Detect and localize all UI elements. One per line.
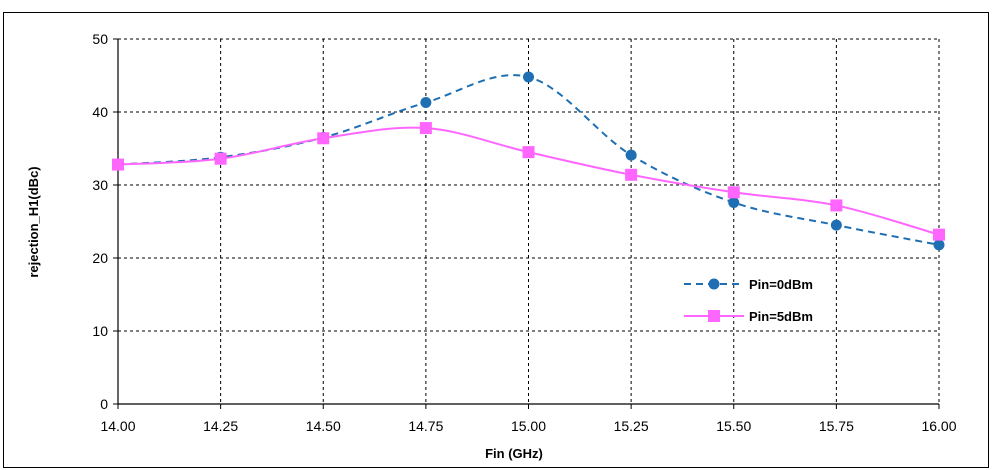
data-point	[214, 152, 227, 165]
legend-item: Pin=0dBm	[684, 277, 813, 292]
data-point	[419, 122, 432, 135]
series-layer	[112, 71, 945, 251]
chart-frame	[3, 12, 989, 468]
x-tick-label: 14.00	[100, 418, 135, 434]
y-tick-label: 50	[92, 31, 108, 47]
data-point	[830, 219, 842, 231]
data-point	[727, 186, 740, 199]
legend-marker	[708, 278, 720, 290]
x-tick-label: 16.00	[921, 418, 956, 434]
data-point	[728, 197, 740, 209]
data-point	[933, 228, 945, 241]
x-tick-label: 14.75	[408, 418, 443, 434]
x-tick-label: 15.00	[511, 418, 546, 434]
data-point	[830, 199, 843, 212]
x-tick-label: 15.25	[614, 418, 649, 434]
y-tick-label: 40	[92, 104, 108, 120]
data-point	[420, 97, 432, 109]
legend-item: Pin=5dBm	[684, 309, 813, 324]
x-tick-label: 15.75	[819, 418, 854, 434]
y-tick-label: 30	[92, 177, 108, 193]
data-point	[625, 149, 637, 161]
data-point	[933, 239, 945, 251]
legend: Pin=0dBm Pin=5dBm	[684, 277, 813, 324]
y-axis-label: rejection_H1(dBc)	[26, 166, 41, 277]
series-pin-5dbm	[112, 122, 945, 241]
x-tick-label: 15.50	[716, 418, 751, 434]
x-tick-label: 14.50	[306, 418, 341, 434]
y-tick-label: 0	[100, 396, 108, 412]
x-tick-label: 14.25	[203, 418, 238, 434]
data-point	[317, 132, 330, 145]
data-point	[522, 146, 535, 159]
legend-label: Pin=5dBm	[749, 309, 813, 324]
x-axis-label: Fin (GHz)	[485, 446, 543, 461]
y-tick-label: 10	[92, 323, 108, 339]
y-tick-label: 20	[92, 250, 108, 266]
data-point	[523, 71, 534, 83]
legend-marker	[708, 310, 720, 322]
axes	[113, 38, 940, 409]
gridlines	[118, 38, 940, 404]
data-point	[112, 158, 124, 171]
legend-label: Pin=0dBm	[749, 277, 813, 292]
data-point	[625, 168, 638, 181]
tick-labels: 0 10 20 30 40 50 14.00 14.25 14.50 14.75 15.00 15.2…	[92, 31, 956, 434]
